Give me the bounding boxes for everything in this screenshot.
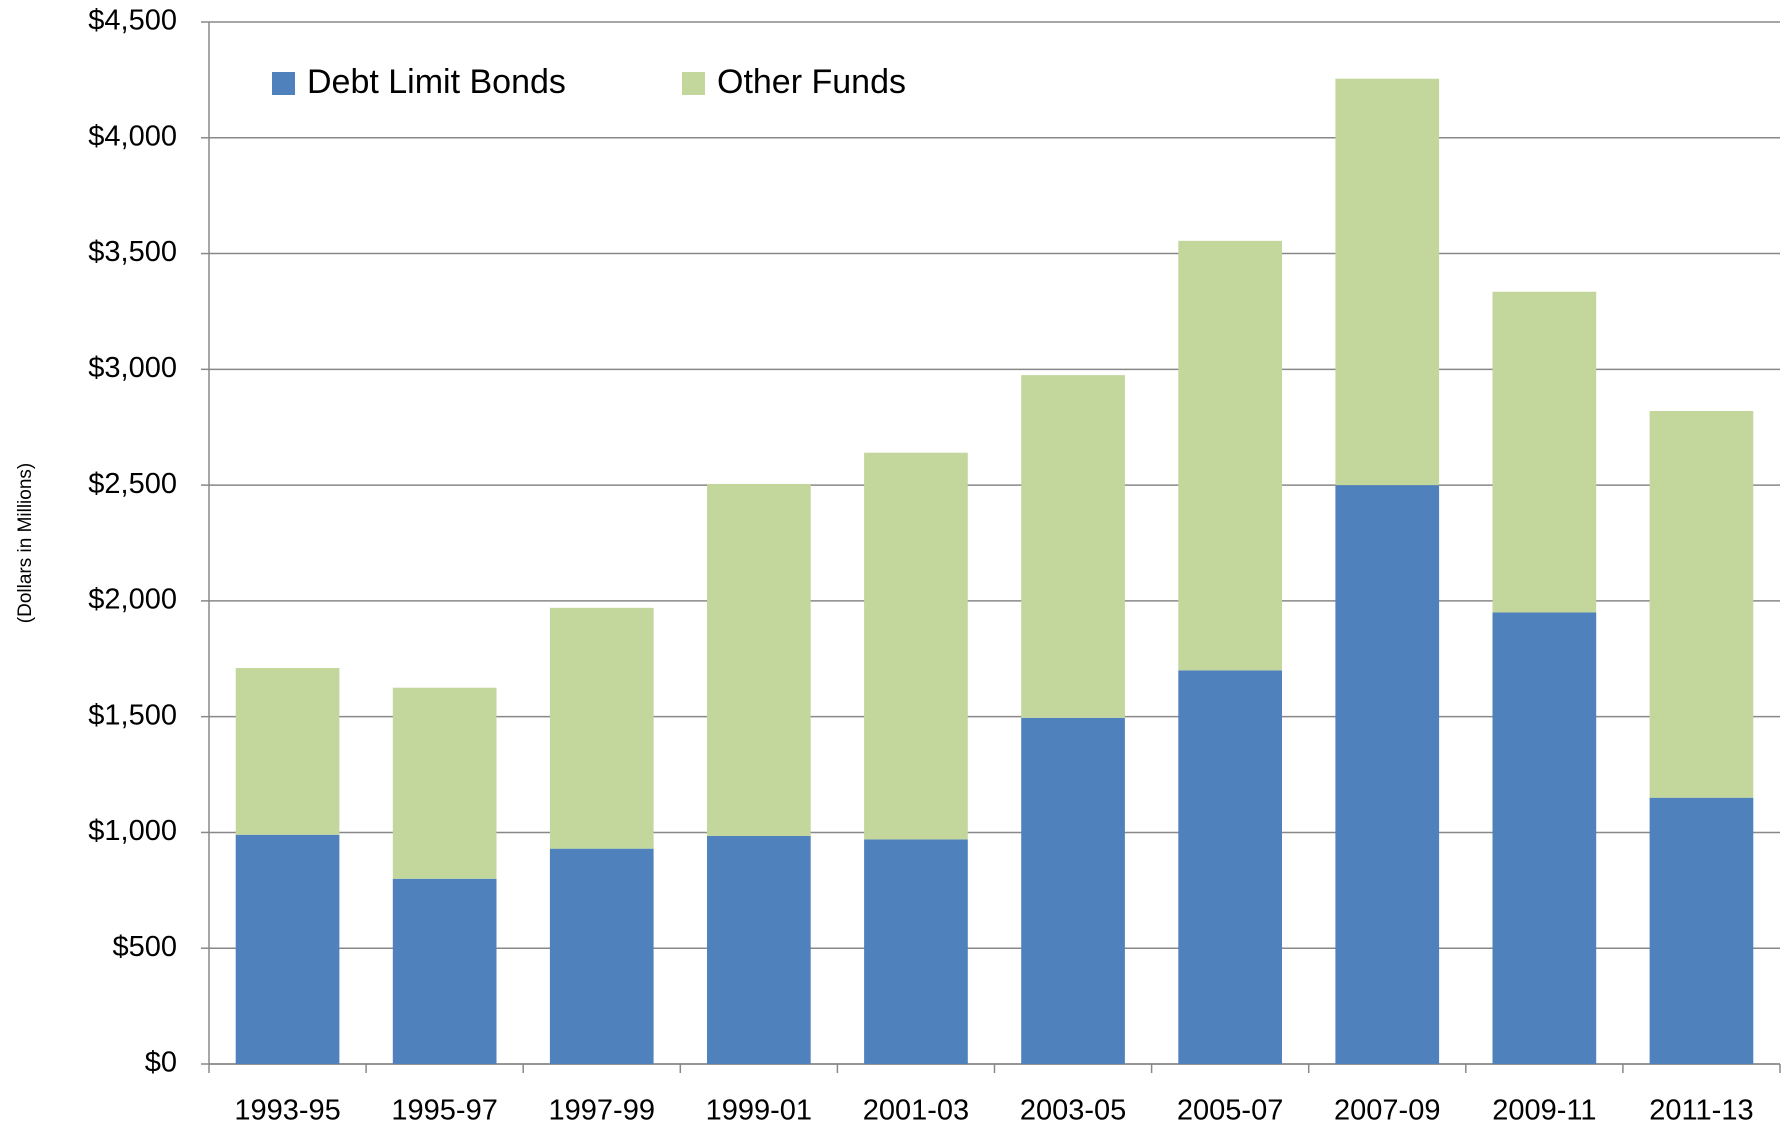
x-tick-label: 1993-95 <box>234 1095 340 1127</box>
bar-segment <box>1492 291 1597 613</box>
y-tick-label: $2,000 <box>88 584 177 616</box>
y-tick-label: $4,500 <box>88 5 177 37</box>
bar-segment <box>392 878 497 1064</box>
x-tick-label: 2001-03 <box>863 1095 969 1127</box>
bar-segment <box>235 834 340 1064</box>
bar-segment <box>1021 717 1125 1064</box>
bar-segment <box>1178 670 1282 1064</box>
bar-segment <box>1178 240 1282 671</box>
y-tick-label: $0 <box>145 1047 177 1079</box>
bar-segment <box>707 835 811 1064</box>
y-tick-label: $500 <box>112 931 177 963</box>
legend-swatch <box>272 72 295 95</box>
bar-segment <box>235 668 340 835</box>
x-tick-label: 1999-01 <box>706 1095 812 1127</box>
y-axis-label: (Dollars in Millions) <box>15 463 36 623</box>
bar-segment <box>864 452 968 840</box>
y-tick-label: $1,000 <box>88 815 177 847</box>
legend-label: Other Funds <box>717 63 906 101</box>
bar-segment <box>1649 411 1754 798</box>
bar-segment <box>1335 78 1440 486</box>
bar-segment <box>549 848 654 1064</box>
bar-segment <box>1021 375 1125 718</box>
x-tick-label: 1995-97 <box>391 1095 497 1127</box>
bar-segment <box>1492 612 1597 1064</box>
bar-segment <box>1649 797 1754 1064</box>
y-tick-label: $3,000 <box>88 352 177 384</box>
y-tick-label: $3,500 <box>88 236 177 268</box>
legend-label: Debt Limit Bonds <box>307 63 566 101</box>
bar-segment <box>864 839 968 1064</box>
bar-segment <box>549 607 654 849</box>
x-tick-label: 2007-09 <box>1334 1095 1440 1127</box>
bar-segment <box>392 687 497 879</box>
y-tick-label: $4,000 <box>88 120 177 152</box>
bar-segment <box>707 483 811 836</box>
y-tick-label: $2,500 <box>88 468 177 500</box>
x-tick-label: 1997-99 <box>549 1095 655 1127</box>
bar-segment <box>1335 485 1440 1065</box>
x-tick-label: 2009-11 <box>1492 1095 1596 1127</box>
x-tick-label: 2005-07 <box>1177 1095 1283 1127</box>
x-tick-label: 2011-13 <box>1649 1095 1753 1127</box>
legend-swatch <box>682 72 705 95</box>
x-tick-label: 2003-05 <box>1020 1095 1126 1127</box>
y-tick-label: $1,500 <box>88 699 177 731</box>
